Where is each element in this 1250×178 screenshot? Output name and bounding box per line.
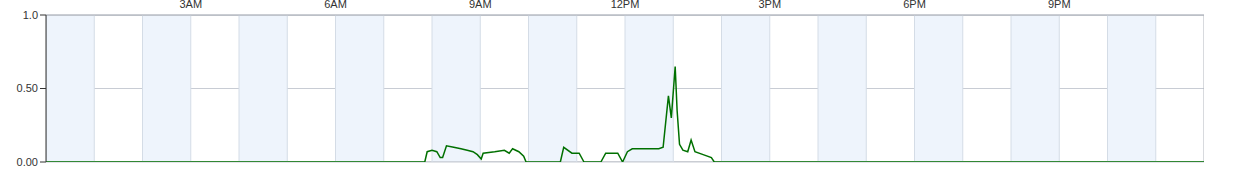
svg-text:1.0: 1.0 <box>23 9 38 21</box>
svg-text:9PM: 9PM <box>1048 0 1071 10</box>
svg-text:3PM: 3PM <box>758 0 781 10</box>
svg-text:0.50: 0.50 <box>17 82 38 94</box>
svg-text:6PM: 6PM <box>903 0 926 10</box>
svg-text:3AM: 3AM <box>179 0 202 10</box>
svg-text:0.00: 0.00 <box>17 156 38 168</box>
svg-text:9AM: 9AM <box>469 0 492 10</box>
svg-text:12PM: 12PM <box>611 0 640 10</box>
svg-text:6AM: 6AM <box>324 0 347 10</box>
